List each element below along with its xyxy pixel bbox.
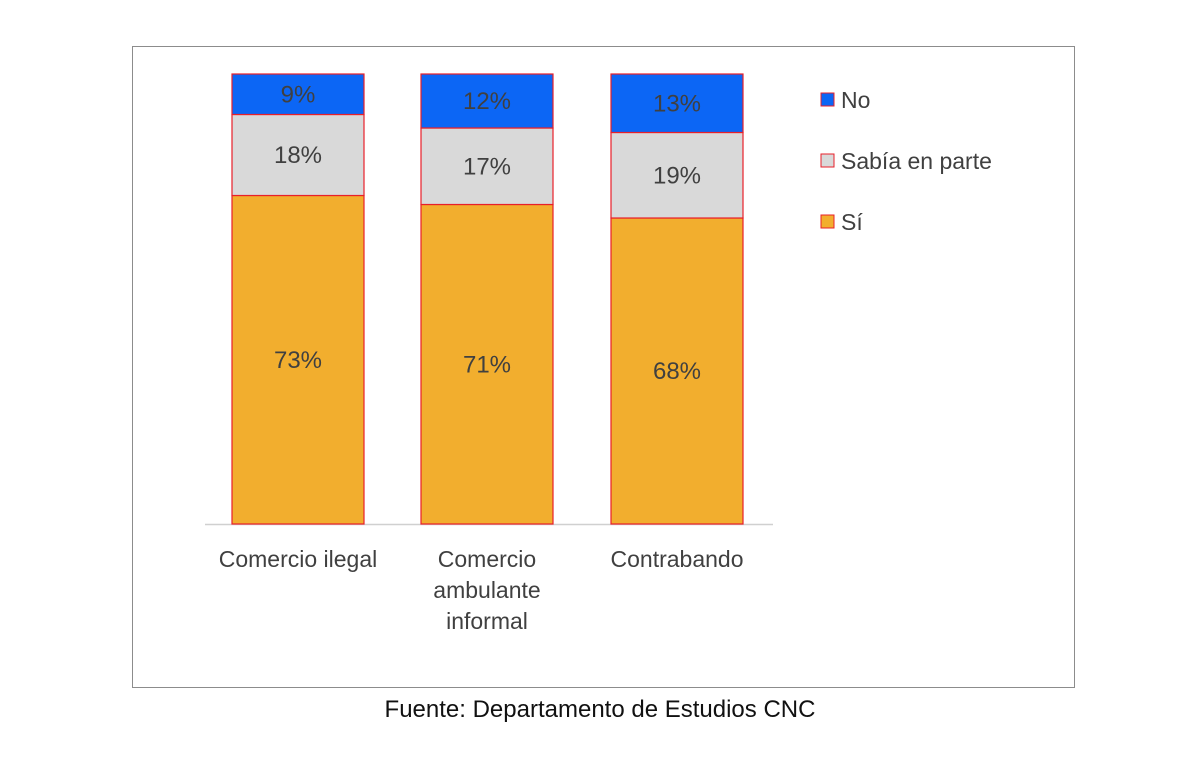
category-label-2-line-2: ambulante bbox=[433, 577, 540, 603]
data-label-3-s-: 68% bbox=[653, 358, 701, 385]
data-label-1-no: 9% bbox=[281, 81, 316, 108]
data-label-2-sab-a-en-parte: 17% bbox=[463, 153, 511, 180]
bar-segment-1-no bbox=[231, 73, 365, 116]
bar-segment-2-s- bbox=[420, 203, 554, 525]
category-label-2-line-1: Comercio bbox=[438, 546, 536, 572]
legend-swatch-no bbox=[820, 92, 835, 107]
bar-segment-3-sab-a-en-parte bbox=[610, 131, 744, 219]
bar-segment-2-sab-a-en-parte bbox=[420, 127, 554, 206]
category-label-2-line-3: informal bbox=[446, 608, 528, 634]
data-label-3-sab-a-en-parte: 19% bbox=[653, 162, 701, 189]
chart-frame: 73% 18% 9% Comercio ilegal 71% 17% 12% Comercio… bbox=[132, 46, 1075, 688]
data-label-1-sab-a-en-parte: 18% bbox=[274, 142, 322, 169]
bar-segment-3-no bbox=[610, 73, 744, 134]
bar-segment-1-sab-a-en-parte bbox=[231, 113, 365, 197]
legend-swatch-sab-a-en-parte bbox=[820, 153, 835, 168]
data-label-3-no: 13% bbox=[653, 90, 701, 117]
bar-segment-3-s- bbox=[610, 217, 744, 525]
legend-label-sab-a-en-parte: Sabía en parte bbox=[841, 148, 992, 174]
data-label-2-no: 12% bbox=[463, 88, 511, 115]
data-label-1-s-: 73% bbox=[274, 347, 322, 374]
category-label-3: Contrabando bbox=[611, 546, 744, 572]
legend-label-s-: Sí bbox=[841, 209, 863, 235]
stacked-bar-chart: 73% 18% 9% Comercio ilegal 71% 17% 12% Comercio… bbox=[205, 73, 992, 634]
category-label-1: Comercio ilegal bbox=[219, 546, 378, 572]
legend-label-no: No bbox=[841, 87, 870, 113]
legend-swatch-s- bbox=[820, 214, 835, 229]
data-label-2-s-: 71% bbox=[463, 351, 511, 378]
bar-segment-2-no bbox=[420, 73, 554, 129]
source-note: Fuente: Departamento de Estudios CNC bbox=[384, 696, 816, 723]
bar-segment-1-s- bbox=[231, 194, 365, 525]
